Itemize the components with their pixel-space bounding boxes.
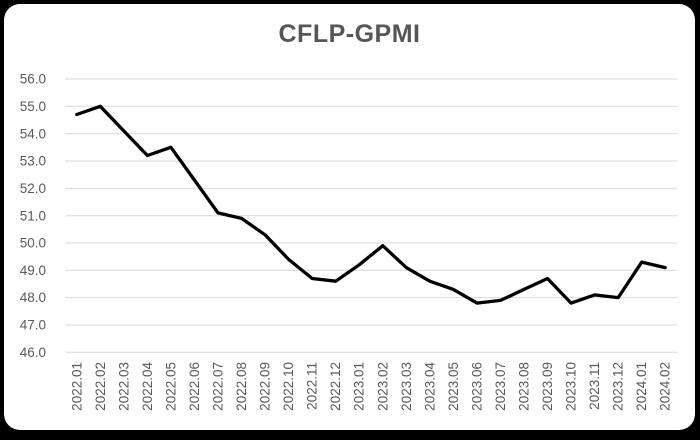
x-axis-tick-label: 2022.08	[234, 362, 249, 411]
y-axis-tick-label: 56.0	[20, 72, 46, 87]
x-axis-tick-label: 2022.03	[116, 362, 131, 411]
x-axis-tick-label: 2022.12	[328, 362, 343, 411]
y-axis-tick-label: 53.0	[20, 154, 46, 169]
x-axis-tick-label: 2022.09	[258, 362, 273, 411]
chart-title: CFLP-GPMI	[278, 20, 421, 48]
data-series-line	[75, 104, 667, 305]
x-axis-tick-label: 2022.10	[281, 362, 296, 411]
x-axis-tick-label: 2022.02	[93, 362, 108, 411]
x-axis-tick-label: 2023.09	[540, 362, 555, 411]
y-axis-tick-label: 49.0	[20, 263, 46, 278]
x-axis-tick-label: 2022.11	[305, 362, 320, 410]
x-axis-tick-label: 2023.01	[352, 362, 367, 411]
y-axis-tick-label: 51.0	[20, 208, 46, 223]
x-axis-tick-label: 2023.03	[399, 362, 414, 411]
x-axis-tick-label: 2023.12	[611, 362, 626, 411]
x-axis-tick-label: 2023.07	[493, 362, 508, 411]
y-axis-tick-label: 52.0	[20, 181, 46, 196]
y-axis-tick-label: 54.0	[20, 126, 46, 141]
y-axis-tick-label: 55.0	[20, 99, 46, 114]
x-axis-tick-label: 2023.10	[564, 362, 579, 411]
y-axis-tick-label: 47.0	[20, 318, 46, 333]
x-axis-tick-label: 2023.04	[422, 362, 437, 411]
x-axis-tick-label: 2023.05	[446, 362, 461, 411]
x-axis-tick-label: 2022.07	[211, 362, 226, 411]
x-axis-tick-label: 2022.06	[187, 362, 202, 411]
x-axis-tick-label: 2023.06	[469, 362, 484, 411]
y-axis-tick-label: 48.0	[20, 290, 46, 305]
x-axis-tick-label: 2022.04	[140, 362, 155, 411]
x-axis-tick-label: 2023.11	[587, 362, 602, 410]
x-axis-tick-label: 2022.05	[163, 362, 178, 411]
y-axis-tick-label: 50.0	[20, 236, 46, 251]
x-axis-tick-label: 2024.02	[658, 362, 673, 411]
y-axis-tick-label: 46.0	[20, 345, 46, 360]
x-axis-tick-label: 2022.01	[69, 362, 84, 411]
x-axis-tick-label: 2023.08	[517, 362, 532, 411]
line-chart: 56.0 55.0 54.0 53.0 52.0 51.0 50.0 49.0 48.0 47.0…	[20, 72, 677, 411]
x-axis-tick-label: 2023.02	[375, 362, 390, 411]
x-axis-tick-label: 2024.01	[634, 362, 649, 411]
chart-panel: CFLP-GPMI 56.0 55.0 54.0 53.0 52.0 51.0 50.0 49…	[4, 4, 695, 430]
